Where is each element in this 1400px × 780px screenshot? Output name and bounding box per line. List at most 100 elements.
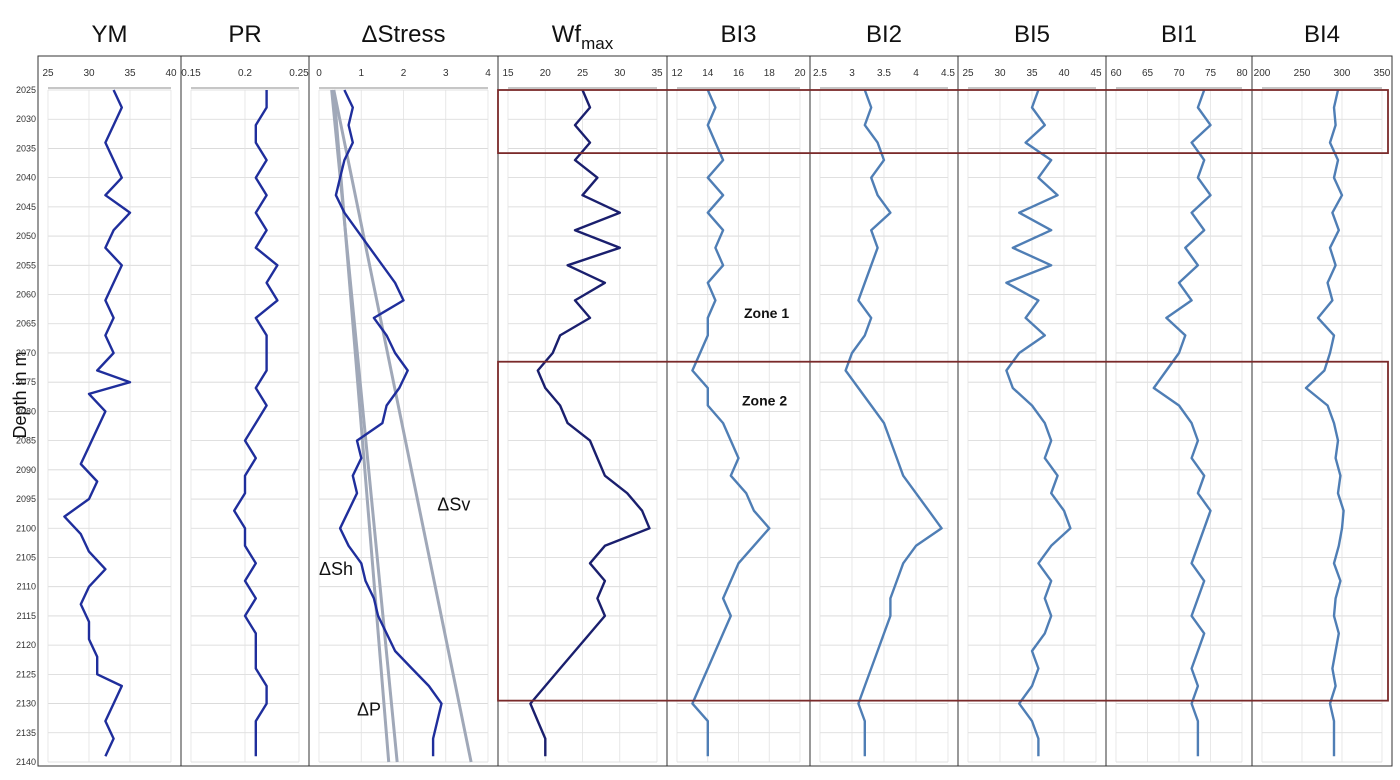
track-tick-label: 0.2 bbox=[238, 68, 252, 79]
depth-tick-label: 2075 bbox=[16, 377, 36, 387]
track-bi2: 2.5 3 3.5 4 4.5 BI2 bbox=[809, 21, 959, 767]
track-tick-label: 25 bbox=[577, 68, 589, 79]
depth-tick-labels: 2025 2030 2035 2040 2045 2050 2055 2060 2065 2070… bbox=[16, 85, 36, 767]
depth-tick-label: 2040 bbox=[16, 173, 36, 183]
track-tick-label: 350 bbox=[1374, 68, 1391, 79]
track-bi4: 200 250 300 350 BI4 bbox=[1251, 21, 1393, 767]
depth-tick-label: 2065 bbox=[16, 319, 36, 329]
track-stress: 0 1 2 3 4 ΔStress ΔSv ΔSh ΔP bbox=[308, 21, 499, 767]
stress-annotation: ΔSv bbox=[437, 495, 470, 515]
log-curve bbox=[334, 89, 443, 757]
track-tick-label: 30 bbox=[83, 68, 95, 79]
log-curve bbox=[529, 89, 651, 757]
track-tick-label: 4 bbox=[913, 68, 919, 79]
track-tick-label: 35 bbox=[1026, 68, 1038, 79]
stress-annotation: ΔSh bbox=[319, 559, 353, 579]
track-title: ΔStress bbox=[361, 21, 445, 48]
zone-label: Zone 2 bbox=[742, 393, 787, 409]
track-title: Wfmax bbox=[552, 21, 614, 53]
track-tick-label: 80 bbox=[1236, 68, 1248, 79]
log-curve bbox=[232, 90, 279, 757]
track-tick-label: 30 bbox=[614, 68, 626, 79]
depth-tick-label: 2035 bbox=[16, 143, 36, 153]
track-tick-label: 14 bbox=[702, 68, 714, 79]
track-tick-label: 20 bbox=[540, 68, 552, 79]
depth-tick-label: 2140 bbox=[16, 757, 36, 767]
track-tick-label: 250 bbox=[1294, 68, 1311, 79]
depth-tick-label: 2100 bbox=[16, 523, 36, 533]
track-title-subscript: max bbox=[581, 34, 614, 53]
track-tick-label: 1 bbox=[358, 68, 364, 79]
depth-tick-label: 2110 bbox=[17, 582, 36, 592]
depth-tick-label: 2085 bbox=[16, 436, 36, 446]
track-ym: 25 30 35 40 YM bbox=[37, 21, 182, 767]
depth-tick-label: 2090 bbox=[16, 465, 36, 475]
track-title: YM bbox=[92, 21, 128, 48]
log-curve bbox=[844, 89, 943, 757]
track-tick-label: 60 bbox=[1110, 68, 1122, 79]
track-bi3: 12 14 16 18 20 BI3 bbox=[666, 21, 811, 767]
track-tick-label: 3 bbox=[443, 68, 449, 79]
track-tick-label: 2.5 bbox=[813, 68, 827, 79]
track-tick-label: 12 bbox=[671, 68, 683, 79]
depth-tick-label: 2095 bbox=[16, 494, 36, 504]
track-title: BI1 bbox=[1161, 21, 1197, 48]
depth-tick-label: 2120 bbox=[16, 640, 36, 650]
depth-tick-label: 2045 bbox=[16, 202, 36, 212]
depth-tick-label: 2030 bbox=[16, 114, 36, 124]
log-curve bbox=[1152, 89, 1212, 757]
track-tick-label: 0 bbox=[316, 68, 322, 79]
depth-tick-label: 2055 bbox=[16, 260, 36, 270]
track-tick-label: 0.25 bbox=[289, 68, 309, 79]
track-tick-label: 3 bbox=[849, 68, 855, 79]
reference-line-delta-sv bbox=[332, 89, 473, 763]
track-title: BI3 bbox=[720, 21, 756, 48]
track-title: PR bbox=[228, 21, 261, 48]
track-tick-label: 35 bbox=[124, 68, 136, 79]
track-tick-label: 4 bbox=[485, 68, 491, 79]
depth-tick-label: 2025 bbox=[16, 85, 36, 95]
log-curve bbox=[691, 89, 771, 757]
depth-tick-label: 2050 bbox=[16, 231, 36, 241]
track-tick-label: 25 bbox=[962, 68, 974, 79]
track-tick-label: 20 bbox=[794, 68, 806, 79]
track-bi1: 60 65 70 75 80 BI1 bbox=[1105, 21, 1253, 767]
depth-tick-label: 2135 bbox=[16, 728, 36, 738]
track-tick-label: 4.5 bbox=[941, 68, 955, 79]
log-tracks: 25 30 35 40 YM 0.15 0.2 0.25 PR 0 1 2 3 4 ΔStress ΔSv ΔS… bbox=[37, 21, 1393, 767]
track-tick-label: 300 bbox=[1334, 68, 1351, 79]
track-tick-label: 25 bbox=[42, 68, 54, 79]
log-curve bbox=[63, 89, 132, 757]
track-tick-label: 40 bbox=[165, 68, 177, 79]
track-tick-label: 65 bbox=[1142, 68, 1154, 79]
track-pr: 0.15 0.2 0.25 PR bbox=[180, 21, 310, 767]
track-tick-label: 35 bbox=[651, 68, 663, 79]
log-curve bbox=[1005, 89, 1072, 757]
track-bi5: 25 30 35 40 45 BI5 bbox=[957, 21, 1107, 767]
track-tick-label: 70 bbox=[1173, 68, 1185, 79]
track-tick-label: 40 bbox=[1058, 68, 1070, 79]
track-tick-label: 0.15 bbox=[181, 68, 201, 79]
track-title: BI5 bbox=[1014, 21, 1050, 48]
depth-tick-label: 2080 bbox=[16, 406, 36, 416]
track-frame bbox=[1251, 55, 1393, 767]
track-tick-label: 18 bbox=[764, 68, 776, 79]
depth-tick-label: 2115 bbox=[17, 611, 36, 621]
track-tick-label: 75 bbox=[1205, 68, 1217, 79]
reference-line-delta-p bbox=[330, 89, 399, 763]
zone-boxes: Zone 1 Zone 2 bbox=[497, 89, 1389, 702]
depth-axis-label: Depth in m bbox=[10, 351, 30, 438]
track-title: BI2 bbox=[866, 21, 902, 48]
track-wf: 15 20 25 30 35 Wfmax bbox=[497, 21, 668, 767]
depth-tick-label: 2070 bbox=[16, 348, 36, 358]
track-tick-label: 16 bbox=[733, 68, 745, 79]
depth-tick-label: 2105 bbox=[16, 552, 36, 562]
zone-box bbox=[497, 360, 1389, 702]
track-tick-label: 3.5 bbox=[877, 68, 891, 79]
track-tick-label: 45 bbox=[1090, 68, 1102, 79]
stress-annotation: ΔP bbox=[357, 699, 381, 719]
track-title: BI4 bbox=[1304, 21, 1340, 48]
zone-label: Zone 1 bbox=[744, 305, 789, 321]
depth-tick-label: 2130 bbox=[16, 699, 36, 709]
